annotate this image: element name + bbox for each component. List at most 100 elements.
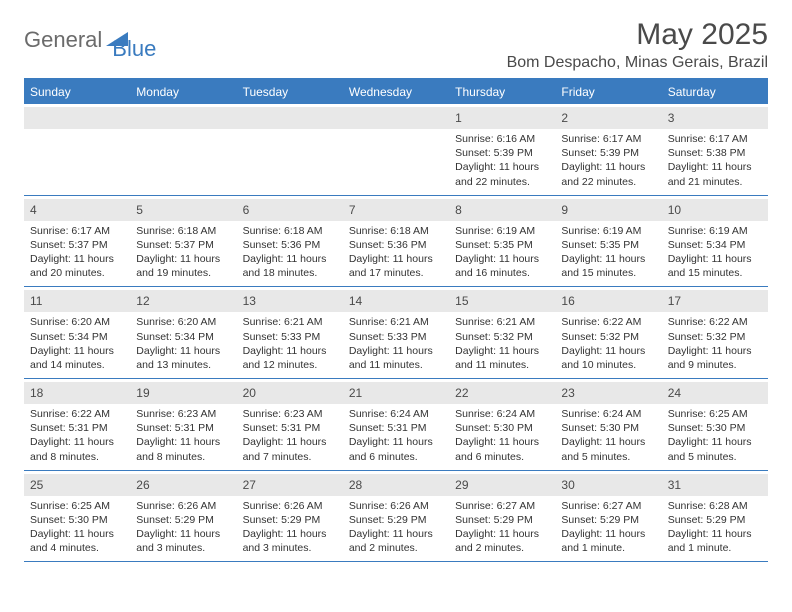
calendar-cell: 23Sunrise: 6:24 AMSunset: 5:30 PMDayligh…	[555, 379, 661, 470]
day-header-wed: Wednesday	[343, 80, 449, 104]
calendar-cell: 2Sunrise: 6:17 AMSunset: 5:39 PMDaylight…	[555, 104, 661, 195]
header: General Blue May 2025 Bom Despacho, Mina…	[24, 18, 768, 72]
title-block: May 2025 Bom Despacho, Minas Gerais, Bra…	[507, 18, 768, 72]
daynum-row: 8	[449, 199, 555, 221]
day-number: 12	[136, 294, 149, 308]
daynum-row: 7	[343, 199, 449, 221]
calendar-cell	[343, 104, 449, 195]
daylight-text: Daylight: 11 hours and 1 minute.	[668, 527, 762, 555]
sunrise-text: Sunrise: 6:19 AM	[668, 224, 762, 238]
day-number: 30	[561, 478, 574, 492]
daylight-text: Daylight: 11 hours and 22 minutes.	[455, 160, 549, 188]
daylight-text: Daylight: 11 hours and 6 minutes.	[349, 435, 443, 463]
daylight-text: Daylight: 11 hours and 10 minutes.	[561, 344, 655, 372]
daynum-row: 25	[24, 474, 130, 496]
calendar-cell: 29Sunrise: 6:27 AMSunset: 5:29 PMDayligh…	[449, 471, 555, 562]
calendar-cell: 28Sunrise: 6:26 AMSunset: 5:29 PMDayligh…	[343, 471, 449, 562]
sunrise-text: Sunrise: 6:26 AM	[136, 499, 230, 513]
daylight-text: Daylight: 11 hours and 5 minutes.	[668, 435, 762, 463]
sunset-text: Sunset: 5:35 PM	[561, 238, 655, 252]
week-row: 11Sunrise: 6:20 AMSunset: 5:34 PMDayligh…	[24, 287, 768, 379]
sunrise-text: Sunrise: 6:22 AM	[30, 407, 124, 421]
day-number: 27	[243, 478, 256, 492]
day-number: 7	[349, 203, 356, 217]
calendar-cell: 30Sunrise: 6:27 AMSunset: 5:29 PMDayligh…	[555, 471, 661, 562]
daylight-text: Daylight: 11 hours and 19 minutes.	[136, 252, 230, 280]
sunset-text: Sunset: 5:39 PM	[561, 146, 655, 160]
day-number: 20	[243, 386, 256, 400]
sunrise-text: Sunrise: 6:16 AM	[455, 132, 549, 146]
day-number: 29	[455, 478, 468, 492]
day-number: 6	[243, 203, 250, 217]
daylight-text: Daylight: 11 hours and 17 minutes.	[349, 252, 443, 280]
calendar-cell: 22Sunrise: 6:24 AMSunset: 5:30 PMDayligh…	[449, 379, 555, 470]
day-header-thu: Thursday	[449, 80, 555, 104]
daylight-text: Daylight: 11 hours and 20 minutes.	[30, 252, 124, 280]
daynum-row	[237, 107, 343, 129]
daynum-row: 6	[237, 199, 343, 221]
day-number: 3	[668, 111, 675, 125]
day-number: 22	[455, 386, 468, 400]
daynum-row: 1	[449, 107, 555, 129]
sunset-text: Sunset: 5:39 PM	[455, 146, 549, 160]
day-number	[30, 111, 33, 125]
daylight-text: Daylight: 11 hours and 21 minutes.	[668, 160, 762, 188]
daynum-row: 29	[449, 474, 555, 496]
day-number: 26	[136, 478, 149, 492]
daynum-row: 26	[130, 474, 236, 496]
sunset-text: Sunset: 5:29 PM	[668, 513, 762, 527]
daylight-text: Daylight: 11 hours and 16 minutes.	[455, 252, 549, 280]
daylight-text: Daylight: 11 hours and 8 minutes.	[136, 435, 230, 463]
day-number: 16	[561, 294, 574, 308]
calendar-cell: 26Sunrise: 6:26 AMSunset: 5:29 PMDayligh…	[130, 471, 236, 562]
daynum-row: 9	[555, 199, 661, 221]
day-number: 31	[668, 478, 681, 492]
sunset-text: Sunset: 5:31 PM	[243, 421, 337, 435]
daynum-row: 12	[130, 290, 236, 312]
daylight-text: Daylight: 11 hours and 11 minutes.	[455, 344, 549, 372]
daynum-row: 27	[237, 474, 343, 496]
calendar-cell: 21Sunrise: 6:24 AMSunset: 5:31 PMDayligh…	[343, 379, 449, 470]
day-number	[136, 111, 139, 125]
location-text: Bom Despacho, Minas Gerais, Brazil	[507, 54, 768, 72]
daylight-text: Daylight: 11 hours and 11 minutes.	[349, 344, 443, 372]
daylight-text: Daylight: 11 hours and 22 minutes.	[561, 160, 655, 188]
sunset-text: Sunset: 5:29 PM	[561, 513, 655, 527]
daynum-row: 24	[662, 382, 768, 404]
calendar-cell: 5Sunrise: 6:18 AMSunset: 5:37 PMDaylight…	[130, 196, 236, 287]
day-number: 5	[136, 203, 143, 217]
sunset-text: Sunset: 5:37 PM	[30, 238, 124, 252]
sunset-text: Sunset: 5:29 PM	[349, 513, 443, 527]
daynum-row: 13	[237, 290, 343, 312]
daynum-row	[343, 107, 449, 129]
daynum-row: 11	[24, 290, 130, 312]
calendar-cell: 13Sunrise: 6:21 AMSunset: 5:33 PMDayligh…	[237, 287, 343, 378]
daylight-text: Daylight: 11 hours and 12 minutes.	[243, 344, 337, 372]
calendar-cell: 15Sunrise: 6:21 AMSunset: 5:32 PMDayligh…	[449, 287, 555, 378]
sunset-text: Sunset: 5:32 PM	[668, 330, 762, 344]
daynum-row: 4	[24, 199, 130, 221]
weeks-container: 1Sunrise: 6:16 AMSunset: 5:39 PMDaylight…	[24, 104, 768, 562]
daynum-row: 3	[662, 107, 768, 129]
sunset-text: Sunset: 5:31 PM	[349, 421, 443, 435]
sunset-text: Sunset: 5:31 PM	[30, 421, 124, 435]
calendar-cell: 31Sunrise: 6:28 AMSunset: 5:29 PMDayligh…	[662, 471, 768, 562]
calendar-cell: 16Sunrise: 6:22 AMSunset: 5:32 PMDayligh…	[555, 287, 661, 378]
calendar-cell: 11Sunrise: 6:20 AMSunset: 5:34 PMDayligh…	[24, 287, 130, 378]
daynum-row	[24, 107, 130, 129]
daynum-row: 21	[343, 382, 449, 404]
sunrise-text: Sunrise: 6:17 AM	[561, 132, 655, 146]
daynum-row	[130, 107, 236, 129]
sunrise-text: Sunrise: 6:19 AM	[561, 224, 655, 238]
daylight-text: Daylight: 11 hours and 9 minutes.	[668, 344, 762, 372]
daynum-row: 18	[24, 382, 130, 404]
calendar-cell: 6Sunrise: 6:18 AMSunset: 5:36 PMDaylight…	[237, 196, 343, 287]
sunrise-text: Sunrise: 6:24 AM	[561, 407, 655, 421]
daynum-row: 22	[449, 382, 555, 404]
day-header-fri: Friday	[555, 80, 661, 104]
calendar-cell: 4Sunrise: 6:17 AMSunset: 5:37 PMDaylight…	[24, 196, 130, 287]
calendar-cell: 27Sunrise: 6:26 AMSunset: 5:29 PMDayligh…	[237, 471, 343, 562]
daylight-text: Daylight: 11 hours and 3 minutes.	[136, 527, 230, 555]
calendar-cell: 3Sunrise: 6:17 AMSunset: 5:38 PMDaylight…	[662, 104, 768, 195]
daynum-row: 31	[662, 474, 768, 496]
